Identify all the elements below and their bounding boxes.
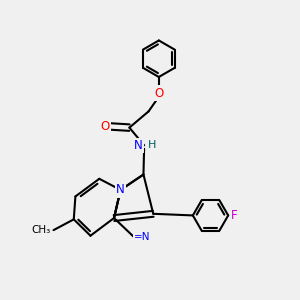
Text: =N: =N xyxy=(134,232,150,242)
Text: H: H xyxy=(148,140,157,150)
Text: N: N xyxy=(116,183,125,196)
Text: F: F xyxy=(231,209,238,222)
Text: N: N xyxy=(134,139,142,152)
Text: CH₃: CH₃ xyxy=(31,225,50,235)
Text: O: O xyxy=(100,120,110,133)
Text: O: O xyxy=(154,87,164,100)
